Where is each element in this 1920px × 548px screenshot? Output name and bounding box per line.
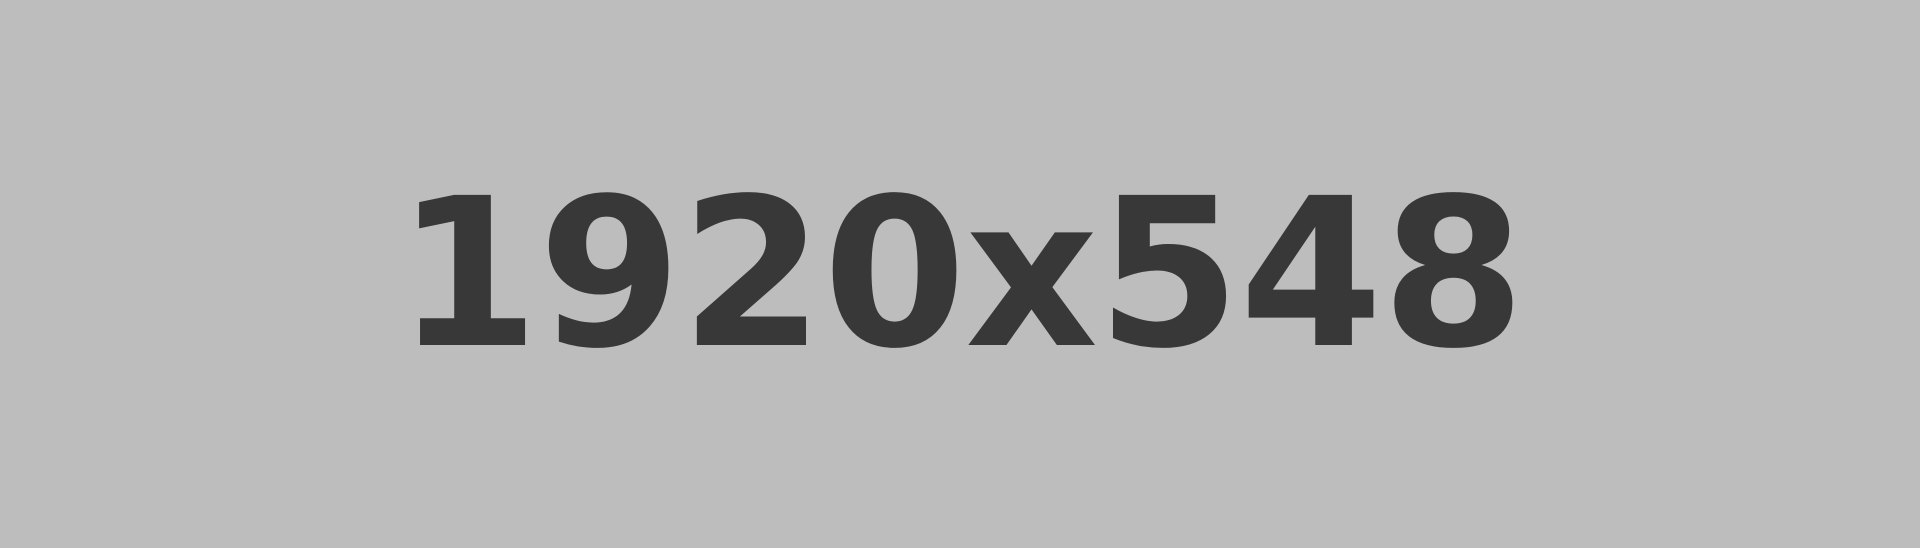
dimension-label: 1920x548 bbox=[395, 154, 1525, 394]
